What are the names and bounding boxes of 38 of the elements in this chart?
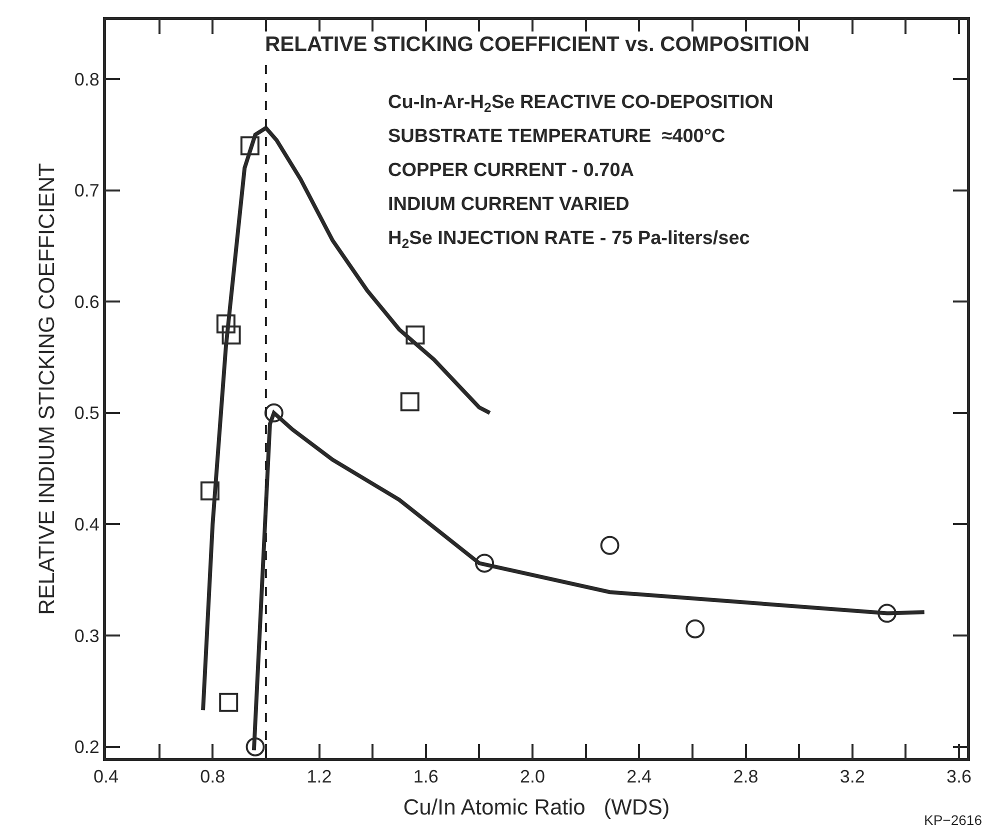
y-tick-label: 0.4 (74, 514, 100, 535)
annotation: COPPER CURRENT - 0.70A (388, 160, 634, 181)
point (686, 619, 705, 638)
point (475, 554, 494, 573)
point (264, 403, 284, 422)
y-tick-label: 0.8 (74, 69, 100, 90)
x-tick-label: 3.6 (946, 766, 972, 787)
y-tick-label: 0.6 (74, 292, 100, 312)
x-tick-label: 2.8 (733, 766, 758, 787)
annotation: Cu-In-Ar-H$_{2}$Se REACTIVE CO-DEPOSITION (388, 92, 774, 115)
annotation: H$_{2}$Se INJECTION RATE - 75 Pa-liters/sec (388, 228, 750, 251)
text: RELATIVE STICKING COEFFICIENT vs. COMPOSITION (265, 33, 810, 56)
point (219, 692, 238, 712)
x-tick-label: 2.0 (520, 766, 546, 787)
x-axis-title: Cu/In Atomic Ratio (WDS) (403, 794, 670, 820)
point (222, 326, 241, 345)
point (406, 326, 425, 345)
point (246, 737, 265, 756)
y-tick-label: 0.7 (74, 180, 100, 201)
point (240, 136, 260, 156)
x-tick-label: 1.6 (413, 766, 438, 787)
y-tick-label: 0.5 (74, 403, 100, 424)
y-axis-title: RELATIVE INDIUM STICKING COEFFICIENT (34, 163, 60, 615)
point (600, 536, 620, 555)
y-tick-label: 0.2 (74, 737, 100, 758)
y-tick-label: 0.3 (74, 626, 100, 646)
x-tick-label: 2.4 (626, 766, 652, 787)
point (400, 392, 420, 412)
x-tick-label: 0.8 (200, 766, 226, 787)
annotation: INDIUM CURRENT VARIED (388, 194, 630, 215)
annotation: SUBSTRATE TEMPERATURE ≈400°C (388, 126, 726, 147)
x-tick-label: 1.2 (306, 766, 332, 787)
x-tick-label: 0.4 (93, 766, 119, 787)
point (878, 604, 897, 623)
point (216, 314, 236, 334)
text: KP−2616 (924, 812, 982, 828)
x-tick-label: 3.2 (840, 766, 865, 787)
point (200, 481, 220, 500)
